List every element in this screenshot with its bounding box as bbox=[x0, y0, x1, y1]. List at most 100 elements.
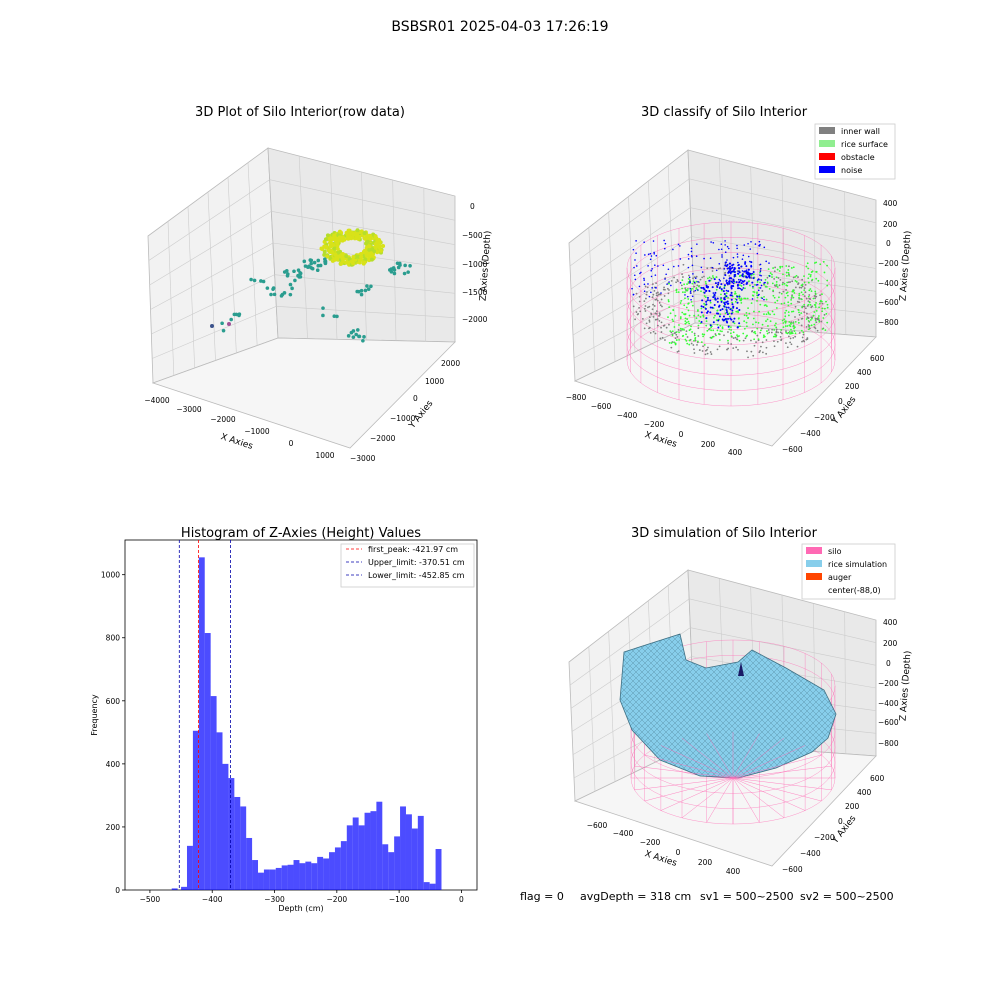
raw-x-tick: 0 bbox=[289, 439, 294, 448]
classify-surface-point bbox=[800, 298, 803, 301]
classify-noise-point bbox=[732, 280, 735, 283]
classify-noise-point bbox=[718, 248, 720, 251]
classify-surface-point bbox=[803, 275, 805, 278]
classify-wall-point bbox=[676, 335, 679, 338]
classify-noise-point bbox=[708, 290, 711, 293]
classify-noise-point bbox=[730, 284, 733, 287]
classify-surface-point bbox=[679, 327, 682, 330]
simulation-y-tick: 600 bbox=[870, 774, 885, 783]
classify-noise-point bbox=[724, 303, 727, 306]
histogram-bar bbox=[405, 814, 412, 890]
raw-point bbox=[362, 335, 366, 339]
classify-x-label: X Axies bbox=[643, 430, 678, 450]
classify-noise-point bbox=[724, 274, 727, 277]
raw-z-tick: −1500 bbox=[462, 288, 488, 297]
classify-surface-point bbox=[775, 281, 778, 283]
classify-x-tick: −200 bbox=[644, 420, 665, 429]
classify-wall-point bbox=[760, 345, 762, 348]
classify-surface-point bbox=[701, 333, 704, 336]
classify-surface-point bbox=[817, 315, 820, 317]
classify-surface-point bbox=[681, 291, 684, 294]
classify-wall-point bbox=[718, 345, 721, 348]
classify-y-tick: 400 bbox=[857, 368, 872, 377]
classify-surface-point bbox=[738, 335, 740, 337]
classify-x-tick: −800 bbox=[566, 393, 587, 402]
classify-wall-point bbox=[789, 281, 791, 283]
raw-point bbox=[362, 236, 367, 241]
classify-noise-point bbox=[716, 300, 719, 303]
simulation-silo-spoke bbox=[706, 733, 734, 779]
classify-surface-point bbox=[759, 271, 761, 274]
classify-surface-point bbox=[820, 300, 823, 303]
classify-wall-point bbox=[780, 339, 783, 342]
raw-point bbox=[374, 244, 379, 249]
classify-surface-point bbox=[718, 339, 721, 341]
classify-noise-point bbox=[748, 272, 751, 275]
classify-surface-point bbox=[699, 316, 702, 318]
histogram-bar bbox=[192, 730, 199, 890]
classify-noise-point bbox=[724, 261, 727, 264]
classify-surface-point bbox=[767, 311, 770, 314]
classify-noise-point bbox=[633, 274, 636, 277]
classify-surface-point bbox=[690, 325, 692, 328]
classify-surface-point bbox=[780, 329, 782, 331]
classify-wall-point bbox=[648, 320, 651, 323]
classify-wall-point bbox=[665, 326, 668, 329]
classify-noise-point bbox=[705, 317, 708, 320]
classify-y-tick: 200 bbox=[845, 382, 860, 391]
classify-surface-point bbox=[782, 322, 785, 324]
classify-noise-point bbox=[631, 287, 633, 290]
classify-noise-point bbox=[749, 248, 752, 250]
classify-surface-point bbox=[752, 286, 754, 289]
classify-wall-point bbox=[782, 281, 784, 284]
classify-wall-point bbox=[803, 287, 806, 290]
classify-wall-point bbox=[747, 356, 749, 359]
classify-wall-point bbox=[771, 328, 774, 331]
classify-noise-point bbox=[721, 318, 724, 321]
classify-noise-point bbox=[700, 266, 703, 269]
simulation-y-ticks: −600 −400 −200 0 200 400 600 bbox=[782, 774, 885, 874]
histogram-bar bbox=[234, 796, 241, 890]
raw-point bbox=[337, 235, 342, 240]
classify-noise-point bbox=[694, 289, 697, 292]
classify-surface-point bbox=[675, 331, 678, 334]
classify-noise-point bbox=[747, 268, 750, 271]
classify-surface-point bbox=[808, 289, 811, 292]
classify-surface-point bbox=[810, 290, 813, 292]
classify-noise-point bbox=[736, 253, 739, 255]
classify-noise-point bbox=[746, 271, 749, 274]
classify-wall-point bbox=[775, 328, 778, 331]
classify-noise-point bbox=[651, 286, 653, 289]
classify-surface-point bbox=[792, 322, 795, 325]
classify-wall-point bbox=[775, 330, 778, 333]
classify-surface-point bbox=[685, 339, 688, 342]
classify-surface-point bbox=[705, 282, 707, 285]
classify-surface-point bbox=[775, 322, 777, 325]
classify-surface-point bbox=[693, 334, 696, 337]
classify-wall-point bbox=[658, 320, 661, 322]
classify-wall-point bbox=[790, 343, 793, 346]
classify-surface-point bbox=[687, 288, 689, 290]
classify-wall-point bbox=[814, 297, 817, 300]
classify-noise-point bbox=[705, 303, 708, 306]
classify-noise-point bbox=[731, 266, 734, 269]
classify-surface-point bbox=[808, 324, 811, 327]
classify-surface-point bbox=[782, 326, 785, 329]
classify-wall-point bbox=[655, 282, 658, 285]
classify-wall-point bbox=[706, 348, 708, 351]
classify-wall-point bbox=[785, 342, 787, 344]
classify-noise-point bbox=[673, 265, 675, 268]
classify-wall-point bbox=[680, 284, 683, 287]
raw-point bbox=[320, 246, 325, 251]
classify-surface-point bbox=[748, 312, 751, 315]
classify-surface-point bbox=[785, 265, 788, 267]
classify-noise-point bbox=[730, 294, 733, 297]
raw-point bbox=[351, 335, 356, 339]
classify-wall-point bbox=[655, 310, 658, 313]
classify-noise-point bbox=[765, 260, 767, 263]
classify-wall-point bbox=[670, 279, 673, 282]
classify-surface-point bbox=[765, 320, 767, 322]
classify-surface-point bbox=[739, 284, 741, 286]
classify-noise-point bbox=[741, 270, 744, 272]
classify-noise-point bbox=[759, 270, 762, 273]
